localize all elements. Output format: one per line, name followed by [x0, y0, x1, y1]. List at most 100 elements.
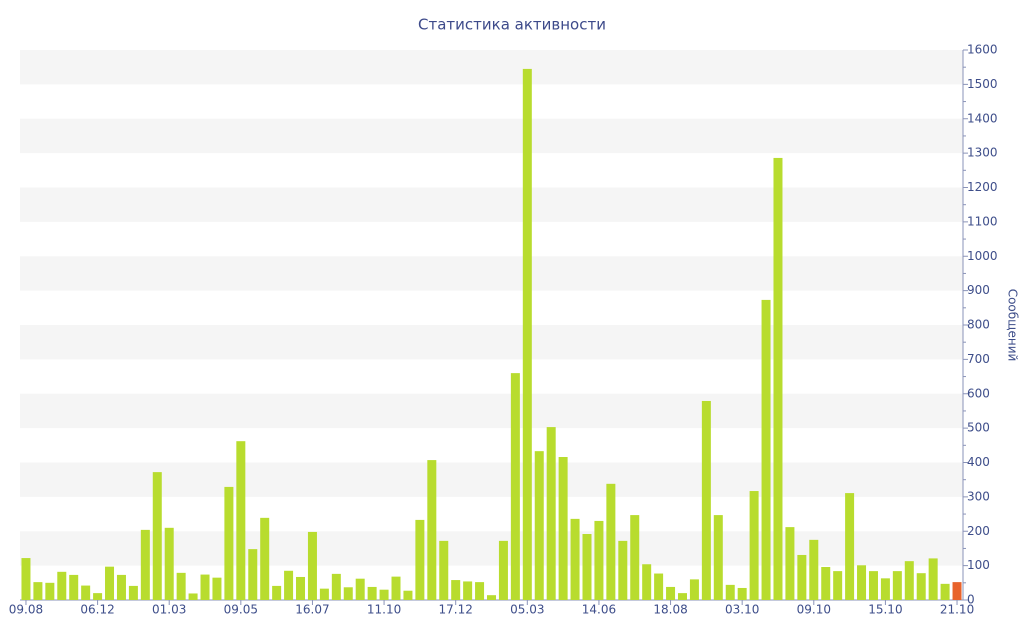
bar — [116, 574, 126, 600]
bar — [916, 573, 926, 600]
bar — [928, 558, 938, 600]
bar — [296, 576, 306, 600]
bar — [463, 581, 473, 600]
bar — [427, 460, 437, 600]
bar — [689, 579, 699, 600]
bar — [69, 574, 79, 600]
grid-band — [20, 187, 963, 222]
bar — [45, 582, 55, 600]
bar — [212, 577, 222, 600]
chart-title: Статистика активности — [418, 16, 606, 34]
y-tick-label: 1500 — [967, 77, 998, 91]
bar — [379, 589, 389, 600]
y-tick-label: 300 — [967, 489, 990, 503]
bar — [140, 529, 150, 600]
bar — [773, 157, 783, 600]
grid-band — [20, 118, 963, 154]
bar — [391, 576, 401, 600]
x-tick-label: 11.10 — [367, 603, 401, 617]
x-tick-label: 16.07 — [295, 603, 329, 617]
bar — [128, 585, 138, 600]
x-tick-label: 14.06 — [582, 603, 616, 617]
bar — [570, 518, 580, 600]
bar — [904, 561, 914, 600]
bar — [451, 580, 461, 600]
x-tick-label: 01.03 — [152, 603, 186, 617]
bar — [439, 540, 449, 600]
x-tick-label: 09.08 — [9, 603, 43, 617]
bar — [857, 565, 867, 600]
bar — [868, 571, 878, 600]
bar — [355, 578, 365, 600]
y-tick-label: 500 — [967, 421, 990, 435]
y-tick-label: 600 — [967, 386, 990, 400]
bar — [546, 427, 556, 600]
bar — [343, 587, 353, 600]
bar — [33, 582, 43, 600]
bar — [510, 373, 520, 600]
bar — [260, 517, 270, 600]
bar — [677, 593, 687, 600]
bar — [761, 299, 771, 600]
bar — [809, 539, 819, 600]
y-axis-label: Сообщений — [1006, 289, 1020, 362]
grid-band — [20, 462, 963, 497]
bar — [654, 573, 664, 600]
bar — [367, 586, 377, 600]
grid-band — [20, 325, 963, 360]
y-tick-label: 1600 — [967, 43, 998, 57]
bar — [797, 554, 807, 600]
bar — [319, 588, 329, 600]
bar — [331, 573, 341, 600]
bar — [713, 515, 723, 600]
bar — [224, 486, 234, 600]
bar — [821, 567, 831, 600]
x-tick-label: 09.10 — [797, 603, 831, 617]
bar — [498, 540, 508, 600]
bar — [642, 564, 652, 600]
bar — [666, 586, 676, 600]
bar — [725, 584, 735, 600]
bar — [606, 483, 616, 600]
bar — [534, 451, 544, 600]
y-tick-label: 1100 — [967, 214, 998, 228]
bar — [152, 472, 162, 600]
x-tick-label: 03.10 — [725, 603, 759, 617]
bar — [701, 400, 711, 600]
bar — [558, 457, 568, 600]
bar — [81, 585, 91, 600]
bar — [880, 578, 890, 600]
x-tick-label: 05.03 — [510, 603, 544, 617]
x-tick-label: 18.08 — [653, 603, 687, 617]
bar — [21, 558, 31, 600]
bar — [582, 534, 592, 600]
bar — [952, 582, 962, 600]
bar — [618, 540, 628, 600]
bar — [630, 515, 640, 600]
y-tick-label: 200 — [967, 524, 990, 538]
bar — [105, 566, 115, 600]
bar — [487, 595, 496, 600]
bar — [236, 441, 246, 600]
x-tick-label: 06.12 — [80, 603, 114, 617]
bar — [93, 593, 103, 600]
y-tick-label: 1400 — [967, 111, 998, 125]
bar — [594, 520, 604, 600]
y-tick-label: 800 — [967, 318, 990, 332]
bar — [415, 519, 425, 600]
x-tick-label: 15.10 — [868, 603, 902, 617]
x-tick-label: 09.05 — [224, 603, 258, 617]
bar — [785, 527, 795, 600]
bar — [164, 527, 174, 600]
x-tick-label: 17.12 — [439, 603, 473, 617]
bar — [892, 571, 902, 600]
x-tick-label: 21.10 — [940, 603, 974, 617]
bar — [833, 571, 843, 600]
grid-band — [20, 50, 963, 85]
bar — [940, 583, 950, 600]
y-tick-label: 900 — [967, 283, 990, 297]
y-tick-label: 0 — [967, 593, 975, 607]
bar — [475, 582, 485, 600]
y-tick-label: 700 — [967, 352, 990, 366]
